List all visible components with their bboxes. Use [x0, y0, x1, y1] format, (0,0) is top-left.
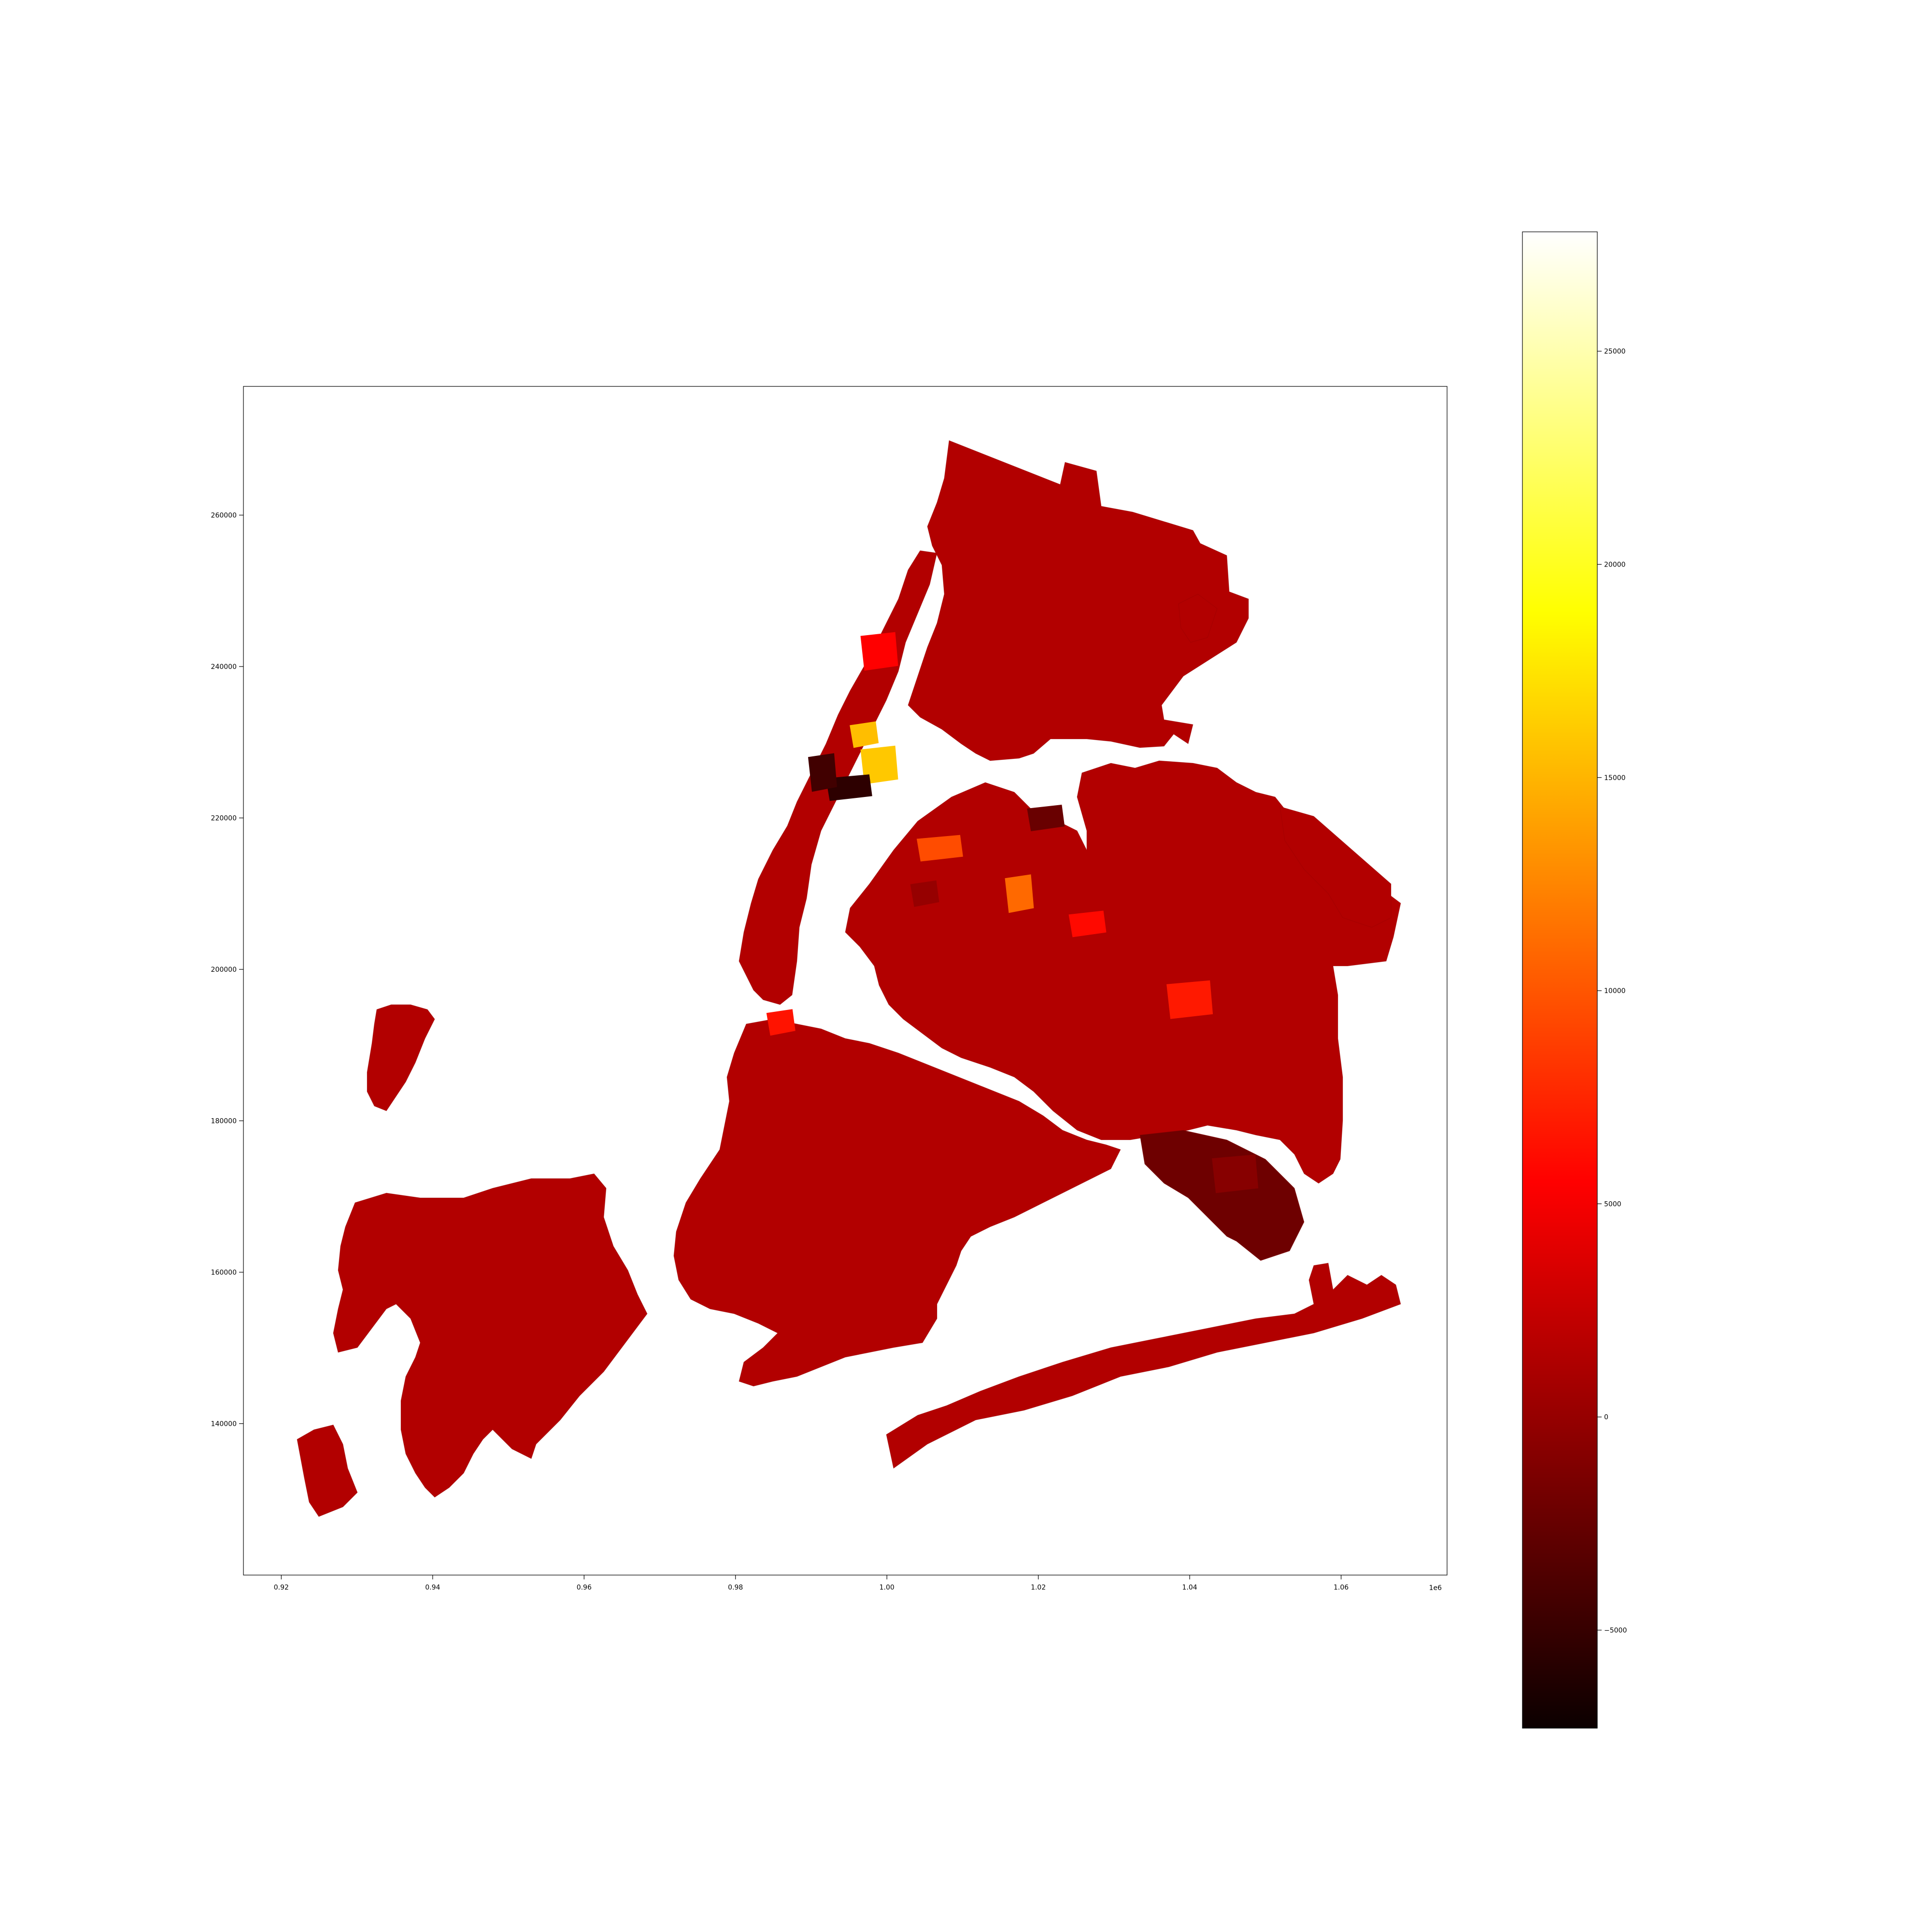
highlighted-region: [1166, 980, 1213, 1019]
highlighted-region: [1027, 804, 1065, 831]
region-queens-northeast: [1279, 806, 1392, 928]
y-tick-label: 180000: [211, 1117, 237, 1125]
x-tick-label: 0.96: [577, 1584, 592, 1591]
highlighted-region: [766, 1009, 796, 1036]
region-island-southwest: [297, 1424, 358, 1517]
y-tick-label: 260000: [211, 511, 237, 519]
region-queens: [845, 760, 1401, 1184]
region-bronx: [908, 440, 1249, 761]
colorbar-gradient: [1522, 231, 1598, 1729]
highlighted-region: [910, 880, 939, 907]
highlighted-region: [860, 632, 898, 671]
y-axis-ticks: 140000 160000 180000 200000 220000 240000 2600…: [211, 511, 243, 1428]
colorbar-tick-label: 5000: [1604, 1200, 1621, 1208]
highlighted-region: [1005, 874, 1034, 913]
region-rockaway: [886, 1263, 1401, 1469]
highlighted-region: [1068, 910, 1107, 938]
colorbar-tick-label: 25000: [1604, 348, 1626, 355]
x-offset-label: 1e6: [1429, 1584, 1442, 1592]
y-tick-label: 160000: [211, 1269, 237, 1277]
region-bronx-east-islands: [1178, 594, 1218, 643]
highlight-regions: [766, 632, 1259, 1193]
x-tick-label: 1.00: [880, 1584, 895, 1591]
colorbar-tick-label: −5000: [1604, 1627, 1627, 1634]
x-axis-ticks: 0.92 0.94 0.96 0.98 1.00 1.02 1.04 1.06: [274, 1575, 1349, 1591]
region-staten-island: [333, 1173, 648, 1498]
colorbar: −5000 0 5000 10000 15000 20000 25000: [1522, 231, 1627, 1729]
map-axes: 0.92 0.94 0.96 0.98 1.00 1.02 1.04 1.06 1400001…: [211, 386, 1448, 1592]
colorbar-ticks: −5000 0 5000 10000 15000 20000 25000: [1597, 348, 1627, 1634]
region-brooklyn: [673, 1019, 1121, 1387]
x-tick-label: 0.94: [425, 1584, 440, 1591]
y-tick-label: 240000: [211, 663, 237, 671]
y-tick-label: 220000: [211, 814, 237, 822]
colorbar-tick-label: 0: [1604, 1414, 1608, 1421]
highlighted-region: [860, 745, 898, 784]
highlighted-region: [808, 753, 837, 792]
highlighted-region: [825, 774, 872, 801]
colorbar-tick-label: 10000: [1604, 987, 1626, 995]
y-tick-label: 200000: [211, 966, 237, 974]
highlighted-region: [1212, 1154, 1259, 1193]
colorbar-tick-label: 20000: [1604, 561, 1626, 568]
plot-frame: [243, 386, 1448, 1576]
x-tick-label: 0.92: [274, 1584, 289, 1591]
x-tick-label: 1.04: [1182, 1584, 1197, 1591]
y-tick-label: 140000: [211, 1420, 237, 1428]
region-upper-left-fragment: [367, 1004, 435, 1111]
highlighted-region: [850, 721, 879, 748]
colorbar-tick-label: 15000: [1604, 774, 1626, 782]
x-tick-label: 1.02: [1031, 1584, 1046, 1591]
region-jfk: [1139, 1130, 1305, 1261]
x-tick-label: 0.98: [728, 1584, 743, 1591]
x-tick-label: 1.06: [1334, 1584, 1349, 1591]
highlighted-region: [916, 835, 963, 862]
